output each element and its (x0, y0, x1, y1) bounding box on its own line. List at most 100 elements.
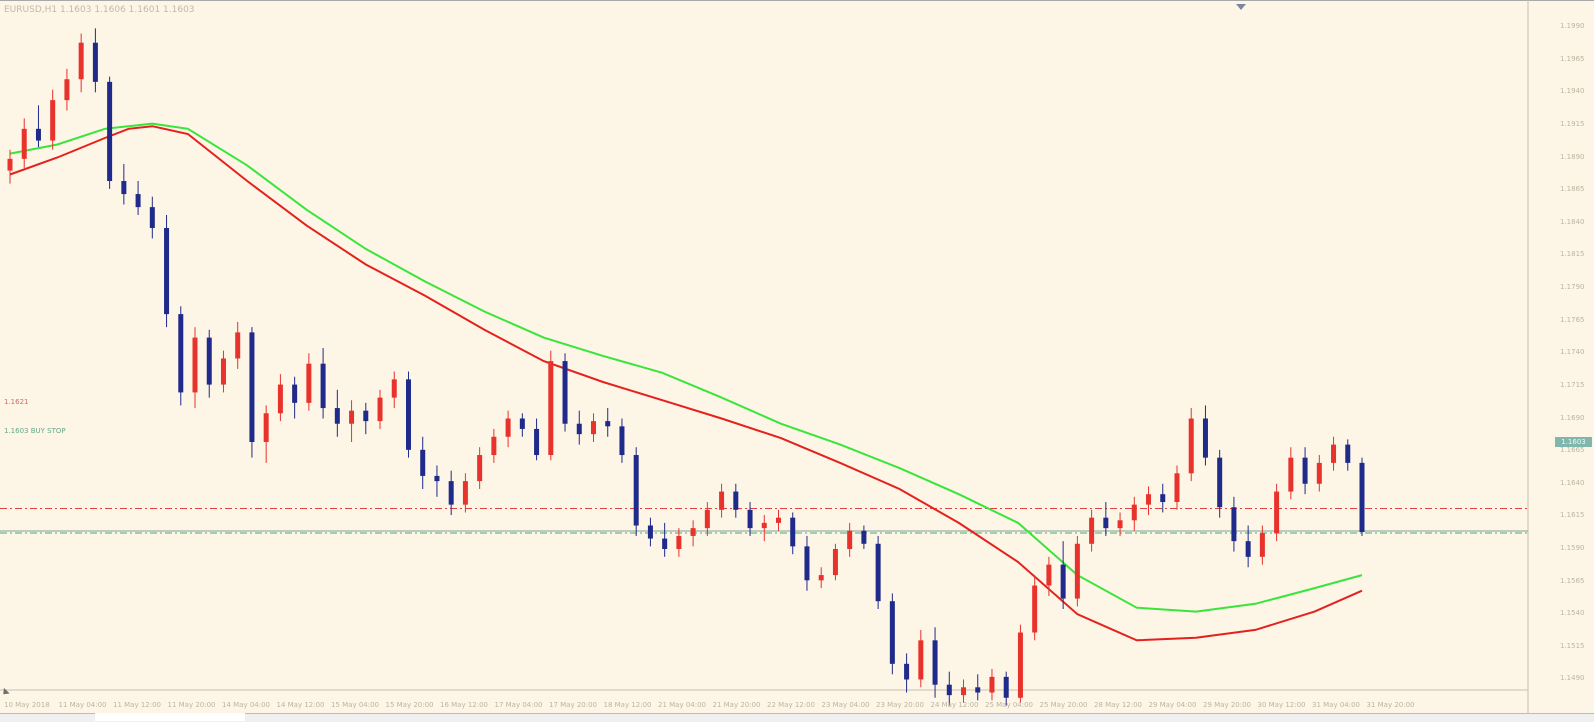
candle-body (1017, 632, 1023, 698)
candle-body (405, 379, 411, 450)
candle (605, 408, 611, 437)
candle (50, 89, 56, 150)
candle-body (1032, 585, 1038, 633)
candle (306, 353, 312, 411)
candle (519, 413, 525, 437)
candle-body (1060, 564, 1066, 599)
candle-body (334, 408, 340, 424)
candle (1160, 483, 1166, 513)
time-tick-label: 17 May 20:00 (549, 701, 598, 709)
candle (491, 428, 497, 463)
price-tick-label: 1.1865 (1560, 185, 1585, 194)
candle (647, 517, 653, 547)
time-tick-label: 31 May 20:00 (1366, 701, 1415, 709)
chart-tabs-strip[interactable] (0, 713, 1594, 722)
candle-body (1316, 462, 1322, 484)
candle (434, 465, 440, 497)
candle (277, 374, 283, 422)
candle-body (477, 455, 483, 482)
candle-body (192, 337, 198, 393)
candle-body (1302, 457, 1308, 484)
candle-body (363, 410, 369, 422)
candle-body (21, 128, 27, 159)
time-tick-label: 15 May 04:00 (331, 701, 380, 709)
candle (7, 149, 13, 184)
price-tick-label: 1.1615 (1560, 511, 1585, 520)
candle-body (121, 181, 127, 195)
candle-body (662, 538, 668, 549)
candle-body (263, 413, 269, 442)
candle-body (206, 337, 212, 385)
candle-body (619, 426, 625, 456)
chart-tab-active[interactable] (95, 713, 245, 721)
candle-body (249, 332, 255, 442)
candle-body (719, 491, 725, 510)
candle (1188, 408, 1194, 482)
candle-body (377, 397, 383, 422)
candle-body (235, 332, 241, 359)
fast-moving-average-line (9, 125, 1363, 642)
candle (334, 389, 340, 437)
candle (747, 502, 753, 536)
candle-body (50, 100, 56, 141)
candle-body (818, 575, 824, 581)
candle-body (277, 384, 283, 414)
candle (192, 327, 198, 409)
candle (1003, 671, 1009, 706)
candle (690, 520, 696, 547)
time-tick-label: 30 May 12:00 (1257, 701, 1306, 709)
candle-body (107, 81, 113, 182)
candle (377, 389, 383, 429)
price-tick-label: 1.1565 (1560, 576, 1585, 585)
candle-body (562, 361, 568, 424)
price-tick-label: 1.1665 (1560, 446, 1585, 455)
candle-body (92, 42, 98, 82)
candle-body (462, 481, 468, 505)
candle-body (704, 509, 710, 529)
candle (1103, 502, 1109, 536)
candle (1259, 525, 1265, 565)
candle-body (590, 421, 596, 435)
price-tick-label: 1.1940 (1560, 87, 1585, 96)
candle-body (349, 410, 355, 424)
candle-body (989, 676, 995, 693)
candle-body (434, 475, 440, 482)
candle (1146, 486, 1152, 516)
time-tick-label: 25 May 04:00 (985, 701, 1034, 709)
candle-body (633, 455, 639, 526)
green-level-caption: 1.1603 BUY STOP (4, 427, 66, 435)
candle-body (548, 361, 554, 456)
candlesticks (7, 28, 1365, 706)
time-tick-label: 18 May 12:00 (603, 701, 652, 709)
candle (904, 653, 910, 693)
candle (562, 353, 568, 432)
candle-body (1345, 444, 1351, 463)
chart-shift-marker-icon[interactable] (1236, 4, 1246, 10)
candle-body (1231, 507, 1237, 542)
moving-averages (9, 122, 1363, 642)
candle (405, 371, 411, 458)
candle-body (1259, 533, 1265, 557)
candle-body (576, 423, 582, 435)
price-tick-label: 1.1590 (1560, 543, 1585, 552)
candle-body (1188, 418, 1194, 474)
candle-body (1103, 517, 1109, 529)
time-tick-label: 11 May 20:00 (167, 701, 216, 709)
candle (1202, 405, 1208, 466)
candle (477, 447, 483, 489)
candle-body (149, 207, 155, 228)
candle (946, 671, 952, 706)
candle-body (448, 481, 454, 505)
price-tick-label: 1.1715 (1560, 380, 1585, 389)
candle-body (733, 491, 739, 510)
candle-body (1245, 541, 1251, 557)
candle-body (832, 548, 838, 576)
candle-body (761, 522, 767, 529)
candle (1117, 512, 1123, 536)
candle-body (220, 358, 226, 385)
candle (534, 418, 540, 461)
candle (818, 567, 824, 589)
candle-body (647, 525, 653, 539)
